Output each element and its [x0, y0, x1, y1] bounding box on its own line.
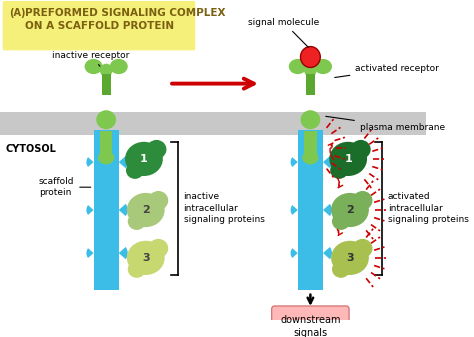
Wedge shape	[323, 156, 332, 168]
Text: (A): (A)	[9, 8, 26, 18]
Ellipse shape	[330, 162, 348, 179]
Ellipse shape	[329, 142, 367, 176]
Bar	[100, 131, 112, 158]
Bar	[93, 130, 119, 290]
Ellipse shape	[301, 110, 320, 129]
Text: signal molecule: signal molecule	[248, 18, 319, 48]
Ellipse shape	[331, 193, 369, 227]
Text: 2: 2	[346, 205, 354, 215]
Ellipse shape	[128, 213, 146, 230]
Ellipse shape	[302, 151, 319, 164]
Bar	[298, 130, 323, 290]
Ellipse shape	[110, 59, 128, 74]
Wedge shape	[291, 157, 298, 167]
Ellipse shape	[127, 241, 164, 275]
Circle shape	[301, 47, 320, 67]
Ellipse shape	[98, 151, 114, 164]
Wedge shape	[323, 247, 332, 259]
Ellipse shape	[96, 110, 116, 129]
Wedge shape	[323, 204, 332, 216]
Bar	[304, 131, 317, 158]
Text: 3: 3	[346, 253, 354, 263]
Ellipse shape	[304, 64, 317, 77]
Text: PREFORMED SIGNALING COMPLEX
ON A SCAFFOLD PROTEIN: PREFORMED SIGNALING COMPLEX ON A SCAFFOL…	[25, 8, 226, 31]
Ellipse shape	[332, 213, 350, 230]
Text: 1: 1	[344, 154, 352, 164]
Text: 1: 1	[140, 154, 148, 164]
FancyBboxPatch shape	[272, 306, 349, 337]
Text: plasma membrane: plasma membrane	[326, 116, 445, 132]
Wedge shape	[86, 248, 93, 258]
Ellipse shape	[353, 239, 373, 258]
FancyBboxPatch shape	[3, 1, 195, 50]
Ellipse shape	[351, 140, 371, 159]
Ellipse shape	[125, 142, 163, 176]
Bar	[0, 112, 427, 135]
Text: inactive receptor: inactive receptor	[52, 51, 129, 66]
Ellipse shape	[128, 261, 146, 278]
Text: 2: 2	[142, 205, 150, 215]
Wedge shape	[119, 156, 128, 168]
Wedge shape	[86, 205, 93, 215]
Bar	[101, 74, 110, 95]
Text: scaffold
protein: scaffold protein	[39, 178, 91, 197]
Ellipse shape	[314, 59, 332, 74]
Wedge shape	[86, 157, 93, 167]
Wedge shape	[119, 204, 128, 216]
Text: activated
intracellular
signaling proteins: activated intracellular signaling protei…	[388, 192, 469, 224]
Ellipse shape	[127, 193, 164, 227]
Wedge shape	[119, 247, 128, 259]
Bar	[306, 74, 315, 95]
Text: CYTOSOL: CYTOSOL	[5, 145, 56, 154]
Wedge shape	[291, 248, 298, 258]
Ellipse shape	[148, 239, 168, 258]
Ellipse shape	[146, 140, 166, 159]
Text: inactive
intracellular
signaling proteins: inactive intracellular signaling protein…	[183, 192, 264, 224]
Ellipse shape	[331, 241, 369, 275]
Wedge shape	[291, 205, 298, 215]
Ellipse shape	[353, 191, 373, 210]
Ellipse shape	[289, 59, 307, 74]
Ellipse shape	[148, 191, 168, 210]
Text: downstream
signals: downstream signals	[280, 315, 341, 337]
Ellipse shape	[84, 59, 102, 74]
Ellipse shape	[332, 261, 350, 278]
Text: 3: 3	[142, 253, 150, 263]
Ellipse shape	[126, 162, 144, 179]
Ellipse shape	[100, 64, 112, 77]
Text: activated receptor: activated receptor	[335, 64, 439, 78]
